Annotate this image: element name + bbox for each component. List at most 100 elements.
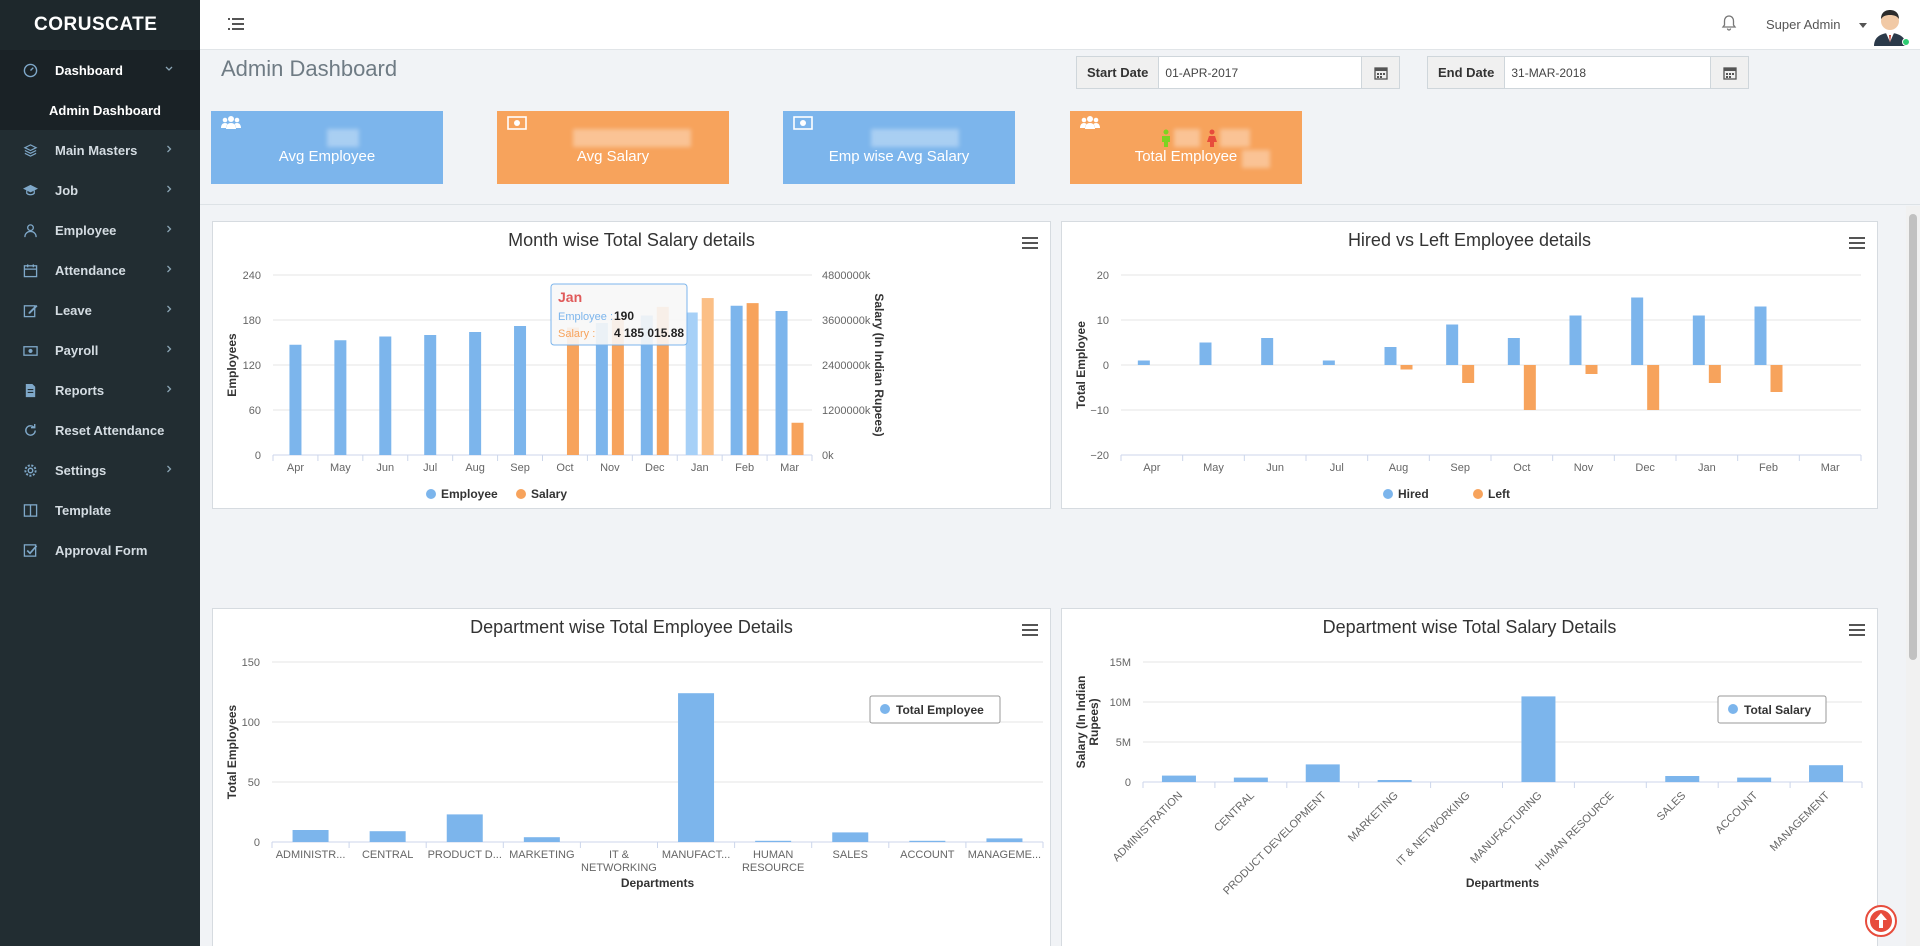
sidebar-item-job[interactable]: Job [0, 170, 200, 210]
tick-label: SALES [1655, 790, 1689, 824]
sidebar-item-reset-attendance[interactable]: Reset Attendance [0, 410, 200, 450]
bar-hired [1384, 347, 1397, 365]
sidebar-item-leave[interactable]: Leave [0, 290, 200, 330]
stat-label: Avg Employee [278, 148, 376, 165]
scrollbar[interactable] [1906, 206, 1920, 946]
tick-label: Aug [1389, 462, 1409, 474]
bar-total-salary [1233, 777, 1268, 782]
sidebar-item-reports[interactable]: Reports [0, 370, 200, 410]
tick-label: Sep [510, 462, 530, 474]
bar-left [1770, 365, 1783, 392]
end-date-label: End Date [1428, 57, 1506, 88]
bar-total-salary [1161, 775, 1196, 782]
bar-employee [424, 335, 437, 455]
y-axis-label: Salary (In IndianRupees) [1074, 676, 1101, 769]
sidebar-item-label: Main Masters [55, 142, 138, 158]
menu-toggle-icon[interactable] [228, 17, 244, 31]
sidebar-item-payroll[interactable]: Payroll [0, 330, 200, 370]
bar-total-salary [1809, 765, 1844, 782]
bar-left [1647, 365, 1660, 410]
tick-label: Jan [691, 462, 709, 474]
user-menu[interactable]: Super Admin [1766, 17, 1841, 32]
tooltip-label: Employee : [558, 311, 613, 323]
bar-salary [746, 303, 759, 455]
sidebar-item-attendance[interactable]: Attendance [0, 250, 200, 290]
tick-label: 240 [243, 270, 261, 282]
bar-hired [1569, 315, 1582, 365]
bar-hired [1692, 315, 1705, 365]
tick-label: PRODUCT D... [428, 849, 502, 861]
legend-frame [869, 695, 1001, 724]
calendar-icon[interactable] [1710, 57, 1748, 88]
sidebar-item-main-masters[interactable]: Main Masters [0, 130, 200, 170]
calendar-icon[interactable] [1361, 57, 1399, 88]
bar-salary [611, 318, 624, 455]
chart-menu-icon[interactable] [1022, 623, 1038, 637]
sidebar-item-label: Template [55, 502, 112, 518]
bar-total-salary [1521, 696, 1556, 782]
bar-hired [1754, 306, 1767, 365]
bar-total-salary [1305, 764, 1340, 782]
chevron-right-icon [167, 185, 172, 193]
tick-label: RESOURCE [742, 862, 804, 874]
sidebar-item-employee[interactable]: Employee [0, 210, 200, 250]
stat-total-employee[interactable]: Total Employee [1070, 111, 1302, 184]
chevron-down-icon [165, 66, 173, 71]
tick-label: 180 [243, 315, 261, 327]
caret-down-icon[interactable] [1859, 23, 1867, 28]
tooltip-title: Jan [558, 289, 582, 305]
stat-avg-salary[interactable]: Avg Salary [497, 111, 729, 184]
chart-menu-icon[interactable] [1849, 623, 1865, 637]
tooltip-value: 4 185 015.88 [614, 326, 684, 340]
stat-label: Avg Salary [576, 148, 650, 165]
chart-menu-icon[interactable] [1022, 236, 1038, 250]
chevron-right-icon [167, 265, 172, 273]
scroll-to-top-icon[interactable] [1864, 904, 1898, 938]
tick-label: MANUFACT... [662, 849, 730, 861]
sidebar-item-dashboard[interactable]: Dashboard [0, 50, 200, 90]
tick-label: 50 [248, 777, 260, 789]
sidebar-item-template[interactable]: Template [0, 490, 200, 530]
tick-label: Nov [1574, 462, 1594, 474]
bar-employee [730, 305, 743, 455]
bar-hired [1261, 338, 1274, 365]
tick-label: MANAGEME... [968, 849, 1041, 861]
users-icon [1080, 116, 1100, 129]
stat-emp-wise-avg-salary[interactable]: Emp wise Avg Salary [783, 111, 1015, 184]
scroll-thumb[interactable] [1909, 214, 1917, 660]
tick-label: −20 [1090, 450, 1109, 462]
sidebar-item-label: Employee [55, 222, 117, 238]
avatar[interactable] [1870, 4, 1910, 46]
tick-label: MARKETING [1346, 790, 1401, 845]
sidebar-item-settings[interactable]: Settings [0, 450, 200, 490]
divider [200, 204, 1920, 205]
sidebar-item-label: Leave [55, 302, 92, 318]
tick-label: ADMINISTRATION [1111, 790, 1185, 864]
sidebar-item-approval-form[interactable]: Approval Form [0, 530, 200, 570]
sidebar-subitem-admin-dashboard[interactable]: Admin Dashboard [0, 90, 200, 130]
bell-icon[interactable] [1720, 14, 1738, 32]
tooltip-value: 190 [614, 309, 634, 323]
bar-total-employee [755, 840, 792, 842]
chart-menu-icon[interactable] [1849, 236, 1865, 250]
tick-label: IT & NETWORKING [1394, 790, 1472, 868]
sidebar-item-label: Reports [55, 382, 105, 398]
end-date-input[interactable]: 31-MAR-2018 [1511, 65, 1587, 80]
sidebar-item-label: Reset Attendance [55, 422, 165, 438]
start-date-input[interactable]: 01-APR-2017 [1165, 65, 1239, 80]
bar-employee [469, 332, 482, 455]
bar-hired [1446, 324, 1459, 365]
female-icon [1207, 129, 1217, 147]
bar-left [1708, 365, 1721, 383]
stat-avg-employee[interactable]: Avg Employee [211, 111, 443, 184]
bar-total-employee [446, 814, 483, 842]
chart-title: Department wise Total Salary Details [1322, 617, 1617, 637]
chart-dept-salary: Department wise Total Salary Details 0 5M… [1061, 608, 1878, 946]
brand-logo[interactable]: CORUSCATE [0, 0, 200, 50]
refresh-icon [22, 422, 38, 438]
tick-label: CENTRAL [1212, 790, 1257, 835]
bar-employee [379, 336, 392, 455]
sidebar-item-label: Settings [55, 462, 107, 478]
bar-employee [289, 344, 302, 455]
